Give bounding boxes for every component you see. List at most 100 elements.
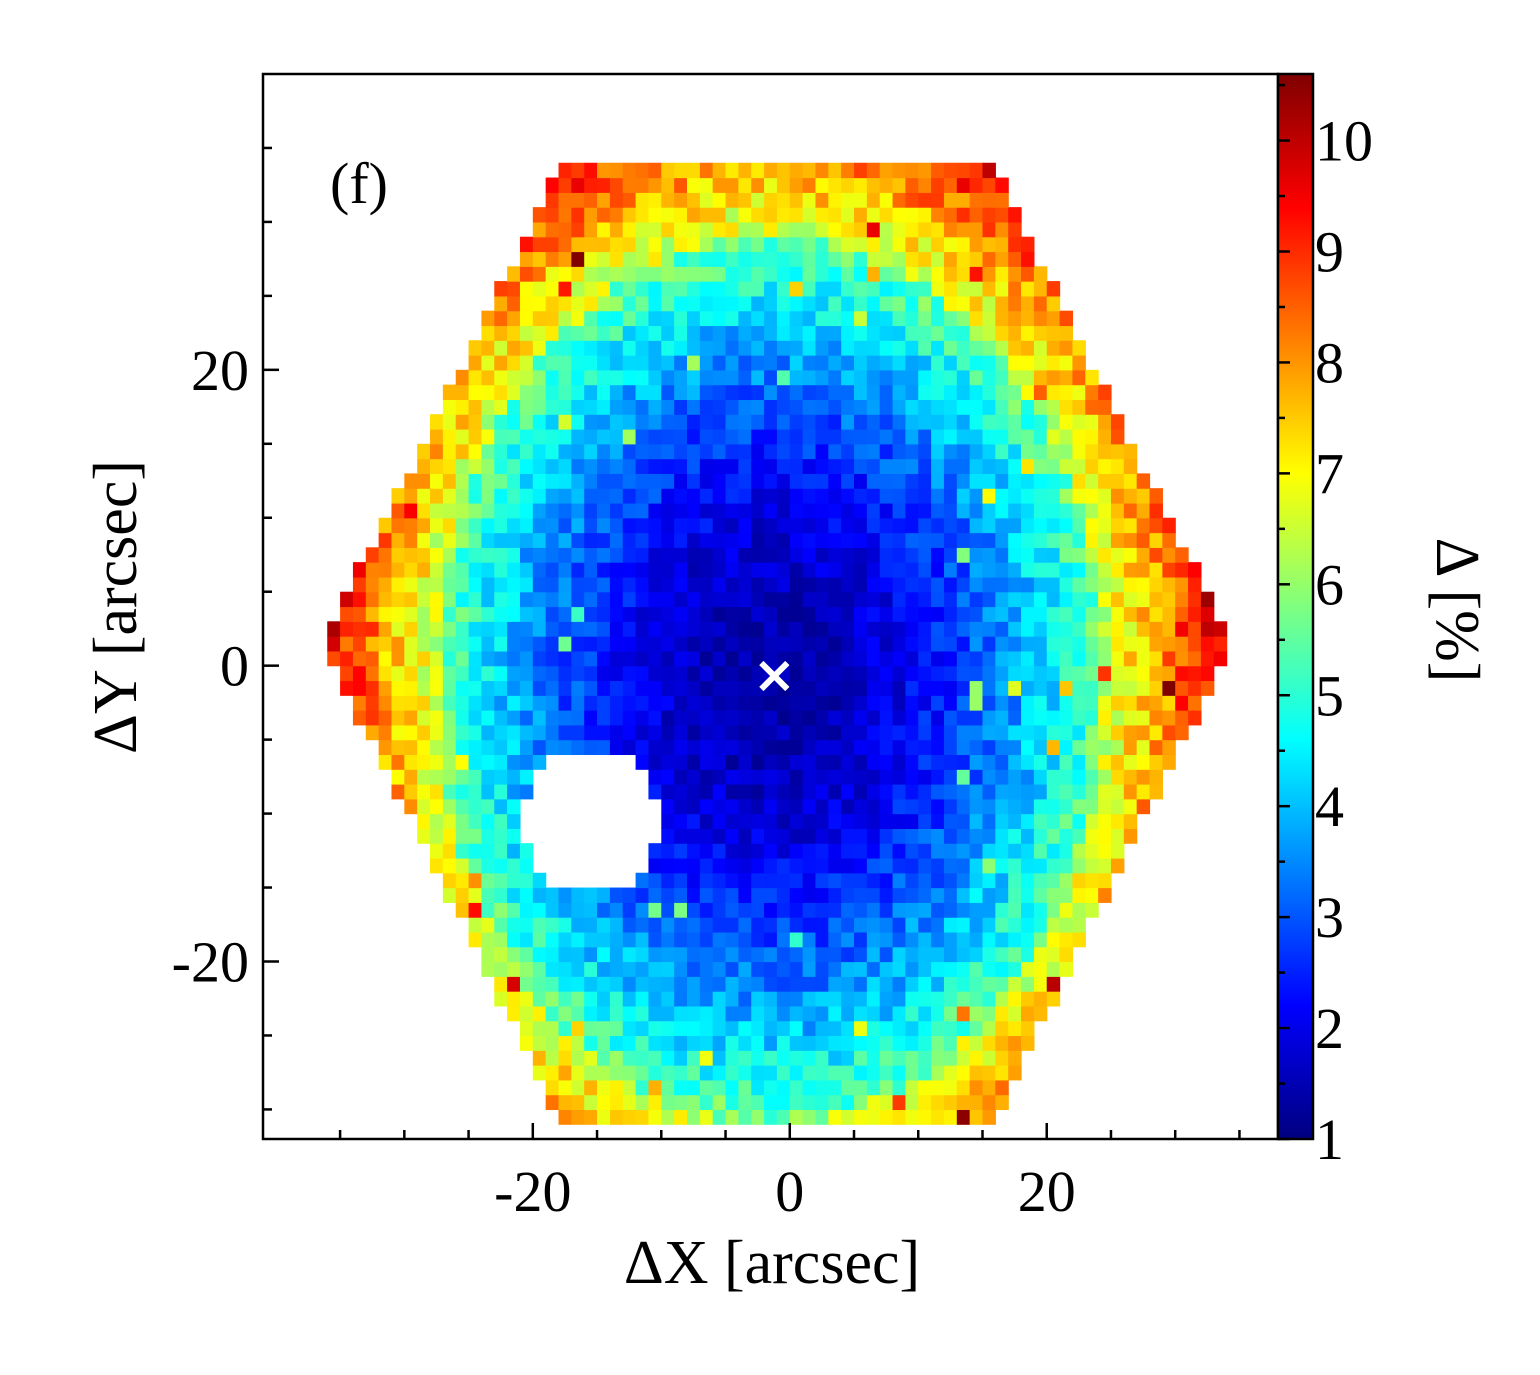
heatmap-cell (764, 517, 778, 534)
heatmap-cell (1188, 621, 1202, 637)
heatmap-cell (943, 695, 958, 711)
heatmap-cell (674, 414, 688, 430)
heatmap-cell (712, 281, 727, 297)
heatmap-cell (635, 606, 650, 622)
heatmap-cell (931, 162, 945, 179)
heatmap-cell (995, 695, 1009, 711)
heatmap-cell (828, 1005, 842, 1022)
heatmap-cell (584, 606, 598, 622)
heatmap-cell (507, 961, 521, 977)
heatmap-cell (1123, 769, 1138, 785)
heatmap-cell (802, 843, 817, 859)
heatmap-cell (571, 192, 585, 208)
heatmap-cell (854, 1094, 868, 1111)
heatmap-cell (481, 429, 495, 445)
heatmap-cell (1046, 961, 1061, 977)
heatmap-cell (892, 488, 907, 504)
heatmap-cell (892, 813, 907, 829)
heatmap-cell (532, 340, 547, 356)
heatmap-cell (609, 1020, 624, 1037)
heatmap-cell (494, 532, 508, 548)
heatmap-cell (571, 517, 585, 534)
heatmap-cell (751, 473, 765, 489)
heatmap-cell (789, 562, 804, 578)
heatmap-cell (442, 887, 457, 903)
heatmap-cell (841, 207, 855, 223)
heatmap-cell (931, 369, 945, 386)
heatmap-cell (571, 369, 585, 386)
heatmap-cell (430, 517, 444, 534)
heatmap-cell (430, 488, 444, 504)
heatmap-cell (545, 325, 560, 341)
heatmap-cell (956, 754, 971, 770)
heatmap-cell (1072, 562, 1086, 578)
heatmap-cell (828, 991, 842, 1007)
heatmap-cell (648, 1094, 662, 1111)
heatmap-cell (686, 1109, 701, 1125)
heatmap-cell (494, 784, 508, 800)
heatmap-cell (995, 443, 1009, 460)
heatmap-cell (532, 606, 547, 622)
heatmap-cell (854, 236, 868, 253)
heatmap-cell (597, 695, 611, 711)
heatmap-cell (841, 488, 855, 504)
heatmap-cell (712, 798, 727, 815)
heatmap-cell (365, 606, 380, 622)
heatmap-cell (712, 369, 727, 386)
heatmap-cell (995, 177, 1009, 193)
heatmap-cell (430, 650, 444, 667)
heatmap-cell (802, 769, 817, 785)
heatmap-cell (481, 710, 495, 726)
heatmap-cell (532, 887, 547, 903)
heatmap-cell (597, 473, 611, 489)
heatmap-cell (584, 384, 598, 401)
heatmap-cell (442, 872, 457, 889)
heatmap-cell (597, 1005, 611, 1022)
heatmap-cell (931, 650, 945, 667)
heatmap-cell (686, 636, 701, 652)
heatmap-cell (995, 281, 1009, 297)
heatmap-cell (455, 517, 470, 534)
heatmap-cell (879, 813, 894, 829)
heatmap-cell (854, 266, 868, 282)
heatmap-cell (866, 976, 881, 992)
heatmap-cell (442, 621, 457, 637)
heatmap-cell (674, 872, 688, 889)
heatmap-cell (725, 502, 739, 519)
heatmap-cell (584, 902, 598, 918)
heatmap-cell (1033, 680, 1048, 696)
heatmap-cell (1175, 547, 1189, 563)
heatmap-cell (776, 384, 791, 401)
heatmap-cell (815, 429, 829, 445)
heatmap-cell (789, 355, 804, 371)
heatmap-cell (699, 458, 714, 474)
heatmap-cell (866, 621, 881, 637)
heatmap-cell (648, 236, 662, 253)
heatmap-cell (1008, 1065, 1022, 1081)
heatmap-cell (789, 310, 804, 327)
heatmap-cell (712, 576, 727, 593)
heatmap-cell (969, 872, 984, 889)
heatmap-cell (802, 872, 817, 889)
heatmap-cell (931, 1035, 945, 1051)
heatmap-cell (468, 872, 483, 889)
heatmap-cell (725, 961, 739, 977)
heatmap-cell (956, 798, 971, 815)
heatmap-cell (1059, 813, 1074, 829)
heatmap-cell (1059, 798, 1074, 815)
heatmap-cell (558, 488, 572, 504)
heatmap-cell (905, 621, 919, 637)
heatmap-cell (507, 843, 521, 859)
heatmap-cell (481, 665, 495, 682)
heatmap-cell (789, 872, 804, 889)
heatmap-cell (648, 1005, 662, 1022)
heatmap-cell (1046, 710, 1061, 726)
colorbar-tick-label: 3 (1315, 885, 1344, 950)
heatmap-cell (969, 961, 984, 977)
heatmap-cell (430, 621, 444, 637)
heatmap-cell (1046, 576, 1061, 593)
heatmap-cell (519, 695, 534, 711)
heatmap-cell (622, 192, 637, 208)
heatmap-cell (789, 813, 804, 829)
heatmap-cell (969, 710, 984, 726)
